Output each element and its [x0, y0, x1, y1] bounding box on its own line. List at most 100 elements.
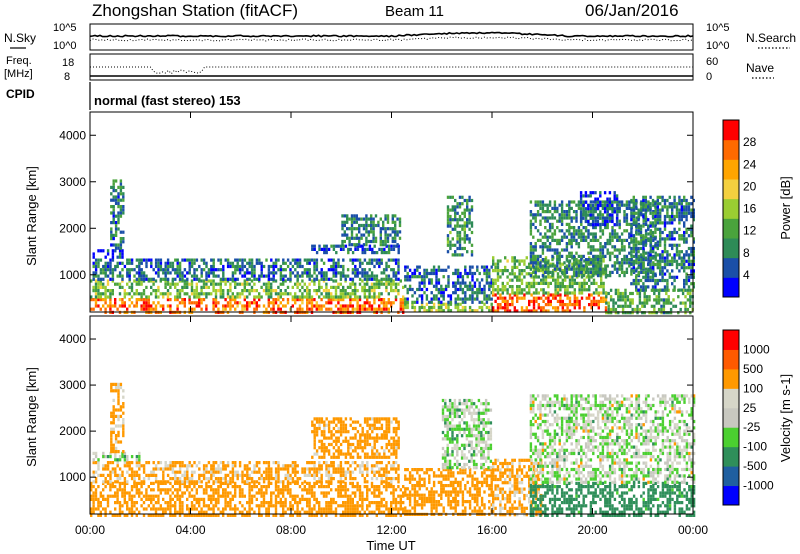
heatmap-cell — [392, 501, 395, 505]
heatmap-cell — [458, 195, 462, 199]
heatmap-cell — [608, 197, 612, 201]
heatmap-cell — [202, 504, 206, 508]
heatmap-cell — [159, 258, 163, 262]
heatmap-cell — [571, 275, 574, 279]
heatmap-cell — [310, 301, 314, 305]
heatmap-cell — [685, 211, 688, 215]
heatmap-cell — [572, 226, 576, 230]
heatmap-cell — [575, 216, 578, 220]
heatmap-cell — [579, 194, 583, 198]
heatmap-cell — [464, 281, 467, 285]
heatmap-cell — [659, 259, 662, 263]
heatmap-cell — [644, 275, 647, 279]
heatmap-cell — [286, 485, 290, 489]
heatmap-cell — [635, 246, 638, 251]
heatmap-cell — [229, 282, 232, 286]
heatmap-cell — [212, 510, 215, 514]
heatmap-cell — [231, 513, 234, 517]
heatmap-cell — [195, 501, 198, 505]
heatmap-cell — [615, 219, 619, 224]
heatmap-cell — [335, 244, 338, 248]
heatmap-cell — [214, 274, 218, 278]
heatmap-cell — [685, 240, 688, 244]
heatmap-cell — [678, 221, 681, 225]
heatmap-cell — [325, 247, 328, 251]
heatmap-cell — [435, 268, 438, 272]
heatmap-cell — [575, 219, 578, 223]
heatmap-cell — [690, 250, 693, 254]
heatmap-cell — [390, 513, 393, 517]
heatmap-cell — [591, 207, 595, 211]
heatmap-cell — [399, 507, 402, 511]
heatmap-cell — [458, 253, 462, 257]
heatmap-cell — [540, 278, 543, 282]
heatmap-cell — [138, 279, 141, 283]
heatmap-cell — [652, 261, 655, 265]
heatmap-cell — [262, 501, 266, 505]
heatmap-cell — [551, 216, 554, 220]
heatmap-cell — [504, 299, 507, 303]
heatmap-cell — [306, 292, 309, 296]
heatmap-cell — [611, 203, 614, 208]
heatmap-cell — [349, 481, 352, 485]
heatmap-cell — [118, 467, 122, 471]
heatmap-cell — [358, 282, 362, 286]
heatmap-cell — [250, 261, 254, 265]
heatmap-cell — [116, 274, 119, 278]
heatmap-cell — [516, 291, 519, 295]
heatmap-cell — [594, 264, 597, 268]
heatmap-cell — [649, 250, 652, 254]
heatmap-cell — [559, 275, 562, 279]
heatmap-cell — [644, 211, 647, 215]
heatmap-cell — [286, 298, 290, 302]
heatmap-cell — [539, 203, 542, 207]
heatmap-cell — [488, 294, 491, 298]
heatmap-cell — [663, 285, 667, 289]
heatmap-cell — [591, 219, 595, 224]
heatmap-cell — [652, 254, 655, 258]
heatmap-cell — [274, 501, 278, 505]
heatmap-cell — [361, 271, 364, 275]
heatmap-cell — [150, 507, 153, 511]
heatmap-cell — [470, 243, 474, 247]
heatmap-cell — [123, 491, 126, 495]
heatmap-cell — [631, 291, 634, 296]
heatmap-cell — [461, 227, 464, 231]
heatmap-cell — [391, 217, 394, 221]
heatmap-cell — [659, 211, 662, 215]
heatmap-cell — [644, 288, 647, 292]
heatmap-cell — [262, 264, 266, 269]
heatmap-cell — [668, 234, 671, 238]
heatmap-cell — [322, 279, 326, 283]
heatmap-cell — [380, 504, 383, 508]
heatmap-cell — [573, 291, 576, 295]
heatmap-cell — [265, 491, 268, 495]
heatmap-cell — [553, 248, 557, 252]
heatmap-cell — [580, 281, 584, 285]
heatmap-cell — [466, 221, 469, 225]
freq-tick-bottom: 8 — [64, 71, 70, 83]
heatmap-cell — [449, 302, 453, 306]
heatmap-cell — [365, 220, 368, 224]
heatmap-cell — [176, 510, 179, 514]
heatmap-cell — [138, 271, 141, 275]
heatmap-cell — [123, 304, 126, 308]
heatmap-cell — [643, 295, 646, 299]
heatmap-cell — [212, 285, 215, 289]
heatmap-cell — [361, 497, 364, 501]
heatmap-cell — [332, 258, 335, 262]
heatmap-cell — [274, 271, 278, 275]
heatmap-cell — [128, 497, 131, 501]
heatmap-cell — [219, 277, 223, 281]
heatmap-cell — [626, 295, 630, 299]
heatmap-cell — [492, 306, 495, 310]
heatmap-cell — [536, 200, 540, 204]
heatmap-cell — [612, 298, 615, 302]
heatmap-cell — [154, 258, 158, 262]
heatmap-cell — [589, 191, 592, 195]
heatmap-cell — [690, 202, 693, 206]
heatmap-cell — [594, 270, 597, 274]
heatmap-cell — [592, 281, 596, 285]
heatmap-cell — [406, 300, 409, 304]
heatmap-cell — [683, 234, 686, 238]
